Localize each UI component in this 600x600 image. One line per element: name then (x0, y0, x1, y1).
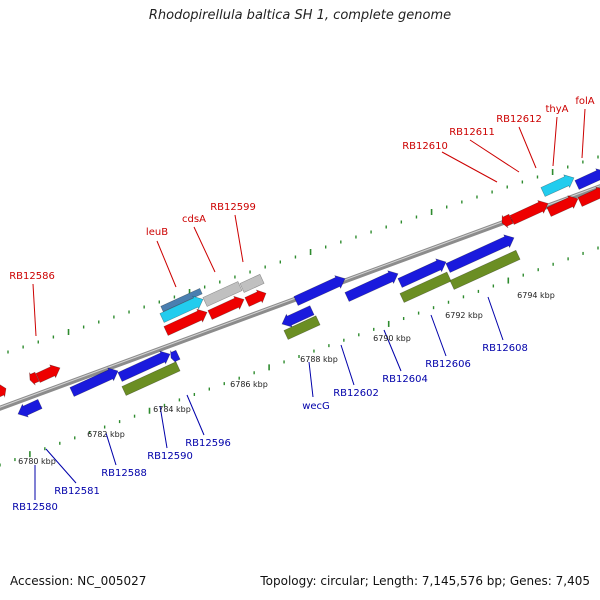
gene-label-rb12596: RB12596 (185, 438, 231, 449)
scale-label: 6780 kbp (18, 457, 56, 466)
gene-blue-arrow[interactable] (17, 399, 43, 418)
scale-label: 6792 kbp (445, 311, 483, 320)
gene-olive-box[interactable] (121, 361, 181, 396)
gene-blue-arrow[interactable] (397, 258, 447, 288)
gene-label-rb12610: RB12610 (402, 141, 448, 152)
gene-label-cdsa: cdsA (182, 214, 206, 225)
gene-grey-box[interactable] (239, 273, 265, 293)
gene-cyan-arrow[interactable] (540, 174, 575, 197)
leader-line (186, 394, 205, 436)
leader-line (441, 151, 498, 183)
gene-label-thya: thyA (545, 104, 568, 115)
page-title: Rhodopirellula baltica SH 1, complete ge… (148, 8, 452, 23)
gene-label-wecg: wecG (302, 401, 330, 412)
leader-line (45, 448, 77, 484)
scale-label: 6786 kbp (230, 380, 268, 389)
leader-line (308, 361, 314, 398)
scale-label: 6788 kbp (300, 355, 338, 364)
gene-cyan-arrow[interactable] (159, 295, 204, 323)
gene-label-leub: leuB (146, 227, 168, 238)
genome-stats-text: Topology: circular; Length: 7,145,576 bp… (260, 574, 590, 588)
gene-label-rb12612: RB12612 (496, 114, 542, 125)
gene-label-rb12602: RB12602 (333, 388, 379, 399)
leader-line (487, 296, 504, 341)
leader-line (469, 139, 520, 173)
gene-red-arrow[interactable] (163, 308, 208, 336)
scale-label: 6784 kbp (153, 405, 191, 414)
gene-blue-arrow[interactable] (293, 275, 346, 306)
leader-line (234, 214, 244, 263)
gene-label-rb12590: RB12590 (147, 451, 193, 462)
gene-label-fola: folA (575, 96, 594, 107)
gene-red-arrow[interactable] (29, 371, 40, 386)
gene-label-rb12608: RB12608 (482, 343, 528, 354)
gene-label-rb12604: RB12604 (382, 374, 428, 385)
gene-red-arrow[interactable] (509, 200, 549, 225)
gene-label-rb12606: RB12606 (425, 359, 471, 370)
gene-red-arrow[interactable] (207, 295, 245, 320)
scale-label: 6782 kbp (87, 430, 125, 439)
scale-label: 6794 kbp (517, 291, 555, 300)
accession-text: Accession: NC_005027 (10, 574, 147, 588)
gene-blue-arrow[interactable] (574, 168, 600, 190)
gene-red-arrow[interactable] (577, 186, 600, 207)
gene-olive-box[interactable] (449, 249, 521, 290)
leader-line (32, 283, 37, 337)
gene-blue-arrow[interactable] (69, 367, 119, 397)
gene-blue-arrow[interactable] (117, 350, 171, 382)
leader-line (383, 329, 402, 372)
gene-blue-arrow[interactable] (344, 270, 399, 302)
gene-olive-box[interactable] (283, 315, 321, 340)
gene-red-arrow[interactable] (244, 289, 267, 307)
leader-line (105, 432, 117, 466)
gene-label-rb12599: RB12599 (210, 202, 256, 213)
leader-line (552, 116, 558, 167)
gene-label-rb12580: RB12580 (12, 502, 58, 513)
gene-label-rb12581: RB12581 (54, 486, 100, 497)
leader-line (581, 108, 586, 159)
leader-line (159, 405, 168, 449)
gene-blue-arrow[interactable] (170, 349, 181, 364)
gene-label-rb12588: RB12588 (101, 468, 147, 479)
leader-line (156, 240, 177, 288)
leader-line (518, 126, 537, 169)
gene-red-arrow[interactable] (35, 364, 61, 383)
gene-steelblue-box[interactable] (160, 287, 203, 313)
leader-line (340, 344, 355, 386)
leader-line (430, 314, 447, 357)
gene-red-arrow[interactable] (501, 213, 514, 229)
gene-grey-box[interactable] (202, 281, 243, 307)
gene-label-rb12586: RB12586 (9, 271, 55, 282)
gene-blue-arrow[interactable] (445, 234, 515, 273)
leader-line (193, 226, 216, 273)
scale-label: 6790 kbp (373, 334, 411, 343)
gene-label-rb12611: RB12611 (449, 127, 495, 138)
gene-red-arrow[interactable] (546, 195, 579, 217)
gene-blue-arrow[interactable] (281, 305, 315, 328)
gene-red-arrow[interactable] (0, 384, 7, 398)
